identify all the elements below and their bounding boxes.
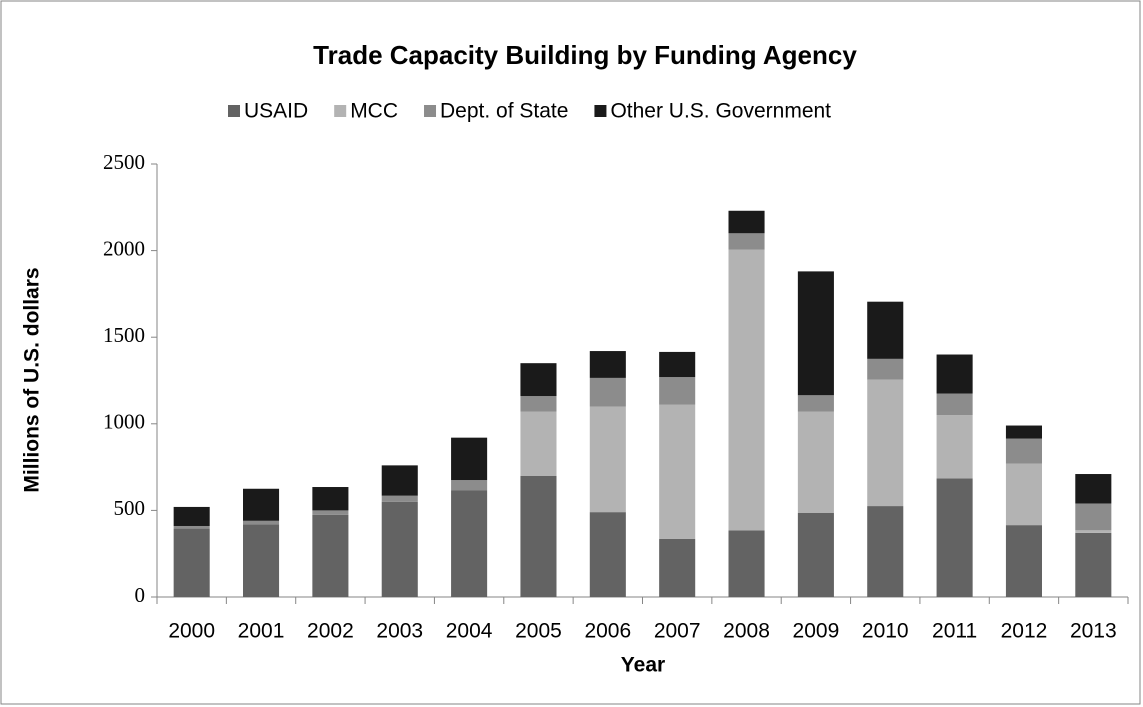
bar-segment — [173, 506, 210, 526]
y-tick-label: 2500 — [103, 150, 145, 174]
bar-segment — [659, 538, 696, 597]
legend-label: USAID — [244, 100, 308, 123]
bar-segment — [1005, 525, 1042, 597]
x-tick-label: 2012 — [1001, 620, 1048, 643]
bar-segment — [659, 404, 696, 539]
bar-segment — [381, 495, 418, 502]
bar-segment — [381, 501, 418, 597]
y-tick-label: 0 — [135, 583, 146, 607]
bar-segment — [728, 233, 765, 250]
legend-swatch — [424, 105, 437, 117]
bar-segment — [589, 512, 626, 597]
bar-segment — [243, 524, 280, 597]
bar-segment — [173, 528, 210, 597]
bar-segment — [797, 411, 834, 513]
y-tick-label: 1500 — [103, 323, 145, 347]
bar-segment — [589, 377, 626, 407]
y-tick-label: 500 — [114, 496, 146, 520]
legend-label: Other U.S. Government — [610, 100, 831, 123]
legend-swatch — [228, 105, 240, 117]
bar-segment — [173, 525, 210, 529]
bar-segment — [243, 488, 280, 521]
bar-segment — [451, 490, 488, 597]
x-tick-label: 2009 — [793, 620, 840, 643]
y-axis-label: Millions of U.S. dollars — [21, 267, 44, 492]
bar-segment — [728, 210, 765, 234]
x-tick-label: 2001 — [238, 620, 285, 643]
bar-segment — [520, 411, 557, 476]
x-tick-label: 2000 — [168, 620, 215, 643]
x-tick-label: 2010 — [862, 620, 909, 643]
legend-swatch — [334, 105, 347, 117]
legend-label: Dept. of State — [440, 100, 568, 123]
bar-segment — [867, 379, 904, 507]
x-tick-label: 2002 — [307, 620, 354, 643]
bar-segment — [936, 393, 973, 416]
x-tick-label: 2007 — [654, 620, 701, 643]
x-tick-label: 2004 — [446, 620, 493, 643]
x-tick-label: 2008 — [723, 620, 770, 643]
chart-title: Trade Capacity Building by Funding Agenc… — [313, 40, 857, 70]
bar-segment — [1075, 530, 1112, 533]
x-tick-label: 2005 — [515, 620, 562, 643]
bar-segment — [867, 301, 904, 359]
bar-segment — [520, 475, 557, 597]
bar-segment — [728, 249, 765, 531]
bar-segment — [1005, 438, 1042, 464]
x-tick-label: 2011 — [932, 620, 977, 643]
bar-segment — [381, 465, 418, 496]
bar-segment — [1005, 425, 1042, 439]
bar-segment — [867, 506, 904, 597]
bar-segment — [728, 530, 765, 597]
x-tick-label: 2003 — [376, 620, 423, 643]
bar-segment — [797, 395, 834, 412]
bar-segment — [659, 377, 696, 405]
bar-segment — [243, 520, 280, 525]
bar-segment — [451, 480, 488, 491]
bar-segment — [312, 510, 349, 515]
bar-segment — [520, 363, 557, 397]
bar-segment — [312, 514, 349, 597]
x-axis-label: Year — [621, 654, 665, 677]
bar-segment — [797, 271, 834, 396]
y-tick-label: 2000 — [103, 236, 145, 260]
bar-segment — [520, 396, 557, 412]
x-tick-label: 2006 — [584, 620, 631, 643]
bar-segment — [589, 406, 626, 513]
bar-segment — [867, 358, 904, 380]
bar-segment — [312, 487, 349, 511]
bar-segment — [797, 512, 834, 597]
bar-segment — [936, 478, 973, 597]
legend-swatch — [594, 105, 607, 117]
bar-segment — [1075, 532, 1112, 597]
bar-segment — [1075, 503, 1112, 531]
x-tick-label: 2013 — [1070, 620, 1117, 643]
bar-segment — [451, 437, 488, 481]
bar-segment — [936, 354, 973, 394]
bar-segment — [936, 415, 973, 479]
bar-segment — [589, 351, 626, 378]
legend-label: MCC — [350, 100, 398, 123]
bar-segment — [659, 351, 696, 378]
y-tick-label: 1000 — [103, 410, 145, 434]
bar-segment — [1005, 463, 1042, 526]
bar-segment — [1075, 474, 1112, 504]
